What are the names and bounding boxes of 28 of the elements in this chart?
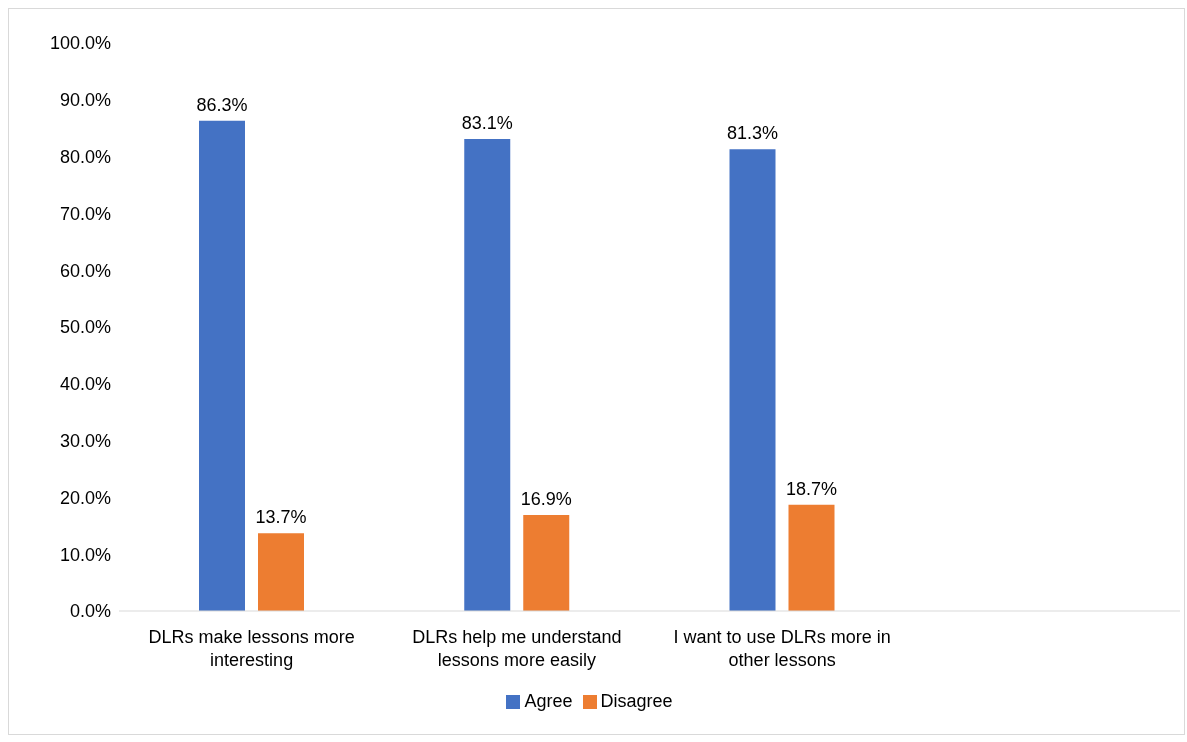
x-tick-label: I want to use DLRs more in other lessons (673, 627, 891, 670)
y-tick-label: 80.0% (59, 146, 111, 167)
bar (464, 138, 511, 611)
data-label: 83.1% (461, 112, 513, 133)
data-label: 13.7% (255, 507, 307, 528)
y-tick-label: 70.0% (59, 203, 111, 224)
y-tick-label: 60.0% (59, 260, 111, 281)
y-tick-label: 40.0% (59, 374, 111, 395)
legend-label: Agree (524, 691, 573, 711)
legend-label: Disagree (600, 691, 673, 711)
y-tick-label: 90.0% (59, 90, 111, 111)
data-label: 86.3% (196, 94, 248, 115)
y-tick-label: 20.0% (59, 487, 111, 508)
bar (258, 533, 304, 611)
bar (523, 515, 570, 611)
y-tick-label: 0.0% (69, 601, 111, 622)
bar (199, 120, 245, 611)
y-tick-label: 50.0% (59, 317, 111, 338)
data-label: 16.9% (520, 489, 572, 510)
x-tick-label: DLRs help me understand lessons more easily (412, 627, 622, 670)
x-tick-label: DLRs make lessons more interesting (148, 627, 355, 670)
data-label: 18.7% (785, 478, 838, 499)
bar (729, 149, 776, 611)
data-label: 81.3% (726, 123, 779, 144)
y-tick-label: 30.0% (59, 430, 111, 451)
y-tick-label: 10.0% (59, 544, 111, 565)
y-tick-label: 100.0% (49, 33, 111, 54)
bar (788, 504, 835, 611)
